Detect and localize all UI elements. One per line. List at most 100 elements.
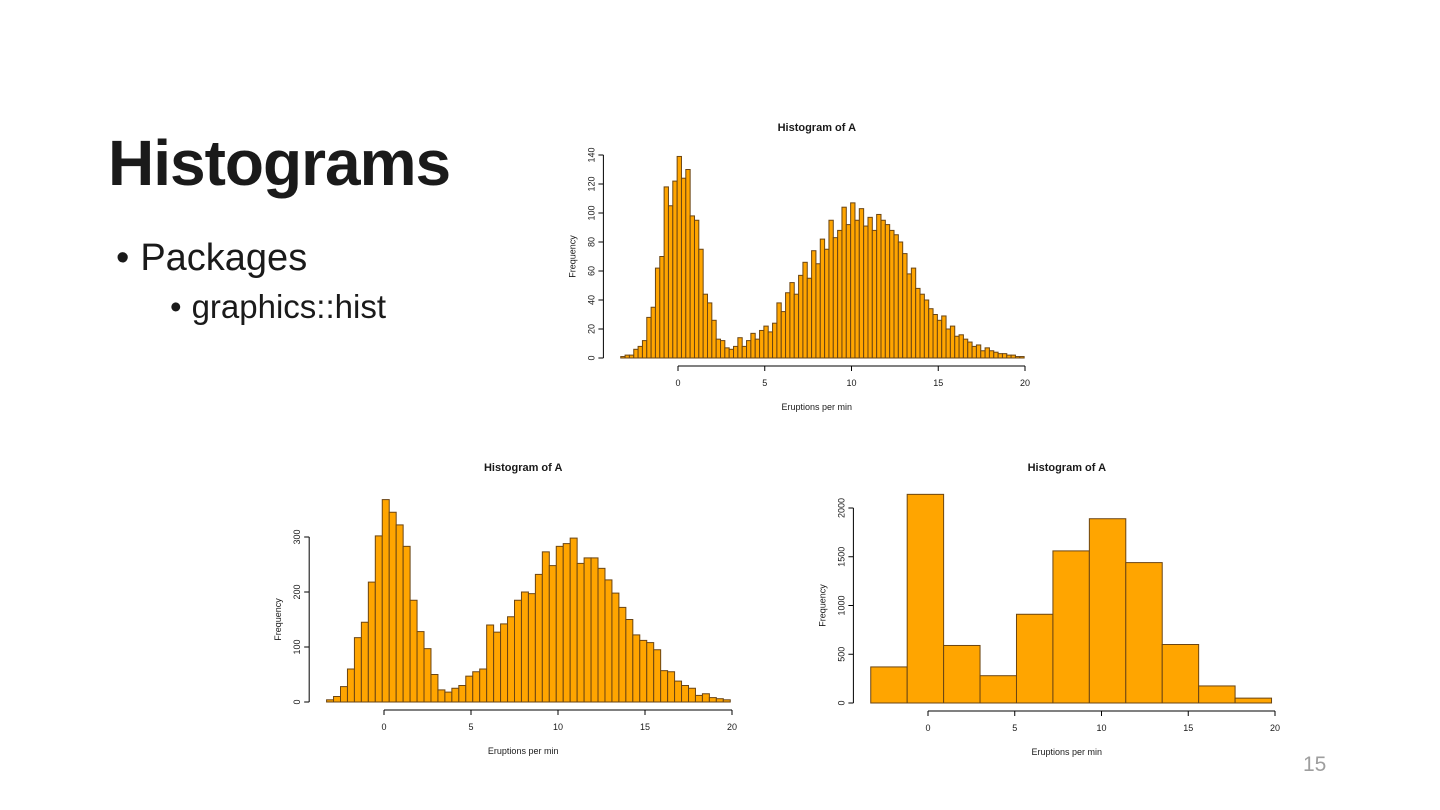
- histogram-bar: [611, 592, 620, 703]
- histogram-bar: [1014, 356, 1021, 359]
- x-tick-label: 10: [553, 722, 563, 732]
- histogram-bar: [416, 631, 425, 703]
- y-axis-label: Frequency: [567, 235, 577, 278]
- histogram-bar: [402, 545, 411, 703]
- histogram-bar: [1015, 613, 1054, 704]
- histogram-bar: [486, 624, 495, 703]
- histogram-bar: [688, 687, 696, 703]
- histogram-bar: [534, 573, 543, 703]
- histogram-bar: [590, 557, 599, 703]
- x-tick-label: 20: [727, 722, 737, 732]
- histogram-bar: [741, 345, 748, 359]
- y-tick-label: 0: [292, 699, 302, 704]
- bullet-text: Packages: [140, 237, 308, 279]
- histogram-bar: [923, 299, 930, 359]
- histogram-bar: [681, 685, 690, 703]
- histogram-bar: [653, 649, 662, 703]
- histogram-bar: [819, 238, 826, 359]
- x-tick-label: 10: [1096, 723, 1106, 733]
- histogram-bar: [639, 639, 648, 703]
- histogram-bar: [780, 311, 787, 359]
- histogram-bar: [858, 208, 865, 359]
- chart-title: Histogram of A: [1028, 462, 1106, 474]
- histogram-bar: [928, 308, 934, 359]
- x-axis-label: Eruptions per min: [488, 746, 559, 756]
- y-tick-label: 0: [586, 355, 596, 360]
- histogram-bar: [423, 648, 432, 703]
- histogram-bar: [1161, 644, 1200, 704]
- x-tick-label: 5: [1012, 723, 1017, 733]
- y-tick-label: 140: [586, 147, 596, 162]
- histogram-bar: [936, 319, 943, 359]
- histogram-bar: [746, 340, 752, 359]
- x-tick-label: 15: [640, 722, 650, 732]
- histogram-bar: [889, 229, 895, 359]
- histogram-bar: [837, 229, 843, 359]
- histogram-bar: [980, 350, 986, 359]
- histogram-chart-coarse-bins: 0 5 10 15 20 0 500 1000 1500 2000 Histogram of A Er…: [806, 448, 1306, 764]
- page-number: 15: [1303, 753, 1327, 776]
- y-tick-label: 120: [586, 176, 596, 191]
- bullet-item-packages: • Packages: [116, 237, 308, 280]
- y-tick-label: 0: [836, 700, 846, 705]
- histogram-bar: [680, 177, 687, 359]
- histogram-bar: [562, 543, 571, 703]
- histogram-bar: [1088, 518, 1127, 704]
- histogram-bar: [632, 634, 641, 703]
- x-axis-label: Eruptions per min: [1032, 747, 1103, 757]
- histogram-bar: [806, 277, 813, 359]
- histogram-bar: [479, 668, 488, 703]
- histogram-bar: [654, 267, 661, 359]
- histogram-bar: [650, 306, 656, 359]
- histogram-bar: [409, 599, 418, 703]
- histogram-bar: [785, 292, 791, 359]
- histogram-bar: [625, 619, 634, 703]
- histogram-bar: [507, 616, 515, 703]
- y-tick-label: 2000: [836, 498, 846, 518]
- y-tick-label: 1500: [836, 547, 846, 567]
- histogram-bar: [763, 325, 769, 359]
- histogram-bar: [374, 535, 383, 703]
- bullet-text: graphics::hist: [191, 288, 386, 325]
- histogram-bar: [789, 282, 795, 359]
- histogram-bar: [1019, 356, 1025, 359]
- histogram-bar: [824, 248, 830, 359]
- histogram-bar: [971, 345, 977, 359]
- histogram-bar: [884, 224, 891, 359]
- histogram-bar: [395, 524, 404, 703]
- histogram-bar: [706, 302, 713, 359]
- histogram-bar: [1010, 354, 1016, 359]
- histogram-bar: [854, 219, 860, 359]
- histogram-bar: [876, 213, 882, 359]
- histogram-bar: [798, 274, 804, 359]
- histogram-bar: [500, 623, 509, 703]
- x-tick-label: 5: [762, 378, 767, 388]
- histogram-bar: [472, 671, 481, 703]
- histogram-bar: [943, 644, 981, 704]
- histogram-bar: [1125, 562, 1163, 704]
- histogram-bar: [722, 699, 731, 703]
- histogram-bar: [672, 180, 678, 359]
- y-axis-label: Frequency: [817, 584, 827, 627]
- histogram-bar: [674, 680, 683, 703]
- histogram-bar: [871, 229, 878, 359]
- x-tick-label: 0: [925, 723, 930, 733]
- histogram-bar: [694, 694, 703, 703]
- histogram-bar: [381, 499, 390, 703]
- histogram-bar: [541, 551, 550, 703]
- histogram-bar: [759, 329, 765, 359]
- x-tick-label: 10: [846, 378, 856, 388]
- histogram-bar: [754, 338, 761, 359]
- histogram-bar: [767, 331, 774, 359]
- histogram-bar: [910, 267, 917, 359]
- histogram-bar: [850, 202, 856, 359]
- histogram-bar: [832, 237, 839, 359]
- histogram-bar: [548, 565, 557, 703]
- histogram-bar: [646, 642, 655, 703]
- histogram-bar: [667, 671, 676, 703]
- histogram-bar: [863, 225, 869, 359]
- histogram-bar: [583, 557, 592, 703]
- histogram-bar: [458, 685, 467, 703]
